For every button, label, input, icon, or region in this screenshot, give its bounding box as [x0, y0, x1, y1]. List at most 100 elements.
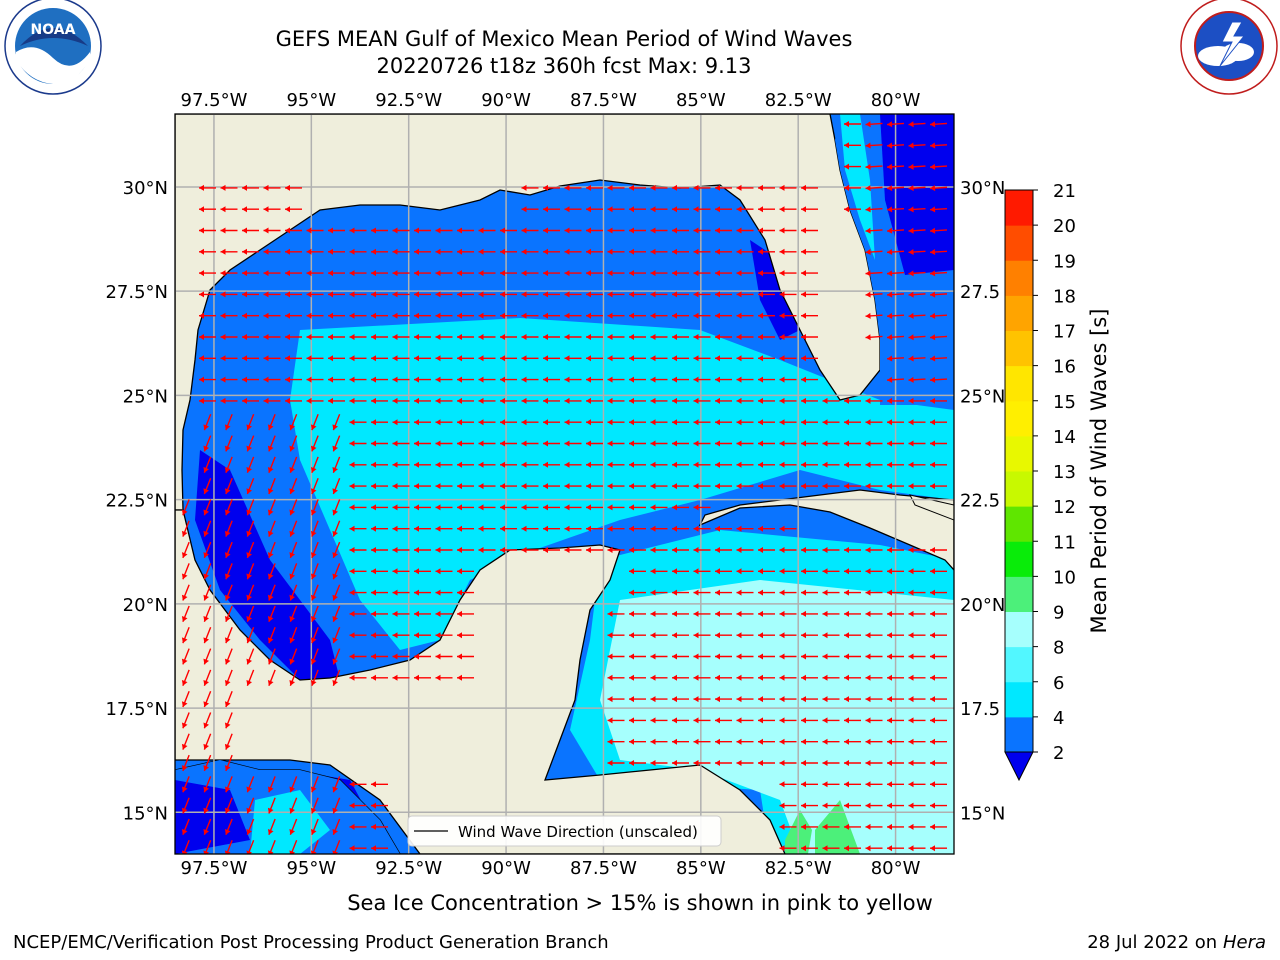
wave-direction-arrow	[844, 461, 861, 468]
wave-direction-arrow	[629, 632, 646, 639]
wave-direction-arrow	[672, 653, 689, 660]
wave-direction-arrow	[181, 648, 190, 665]
wave-direction-arrow	[887, 632, 904, 639]
wave-direction-arrow	[332, 797, 341, 814]
wave-direction-arrow	[289, 584, 298, 601]
wave-direction-arrow	[414, 632, 431, 639]
sea-ice-note: Sea Ice Concentration > 15% is shown in …	[347, 891, 933, 915]
wave-direction-arrow	[285, 355, 302, 362]
wave-direction-arrow	[672, 397, 689, 404]
wave-direction-arrow	[865, 185, 883, 192]
wave-direction-arrow	[203, 499, 212, 516]
wave-direction-arrow	[521, 483, 539, 490]
wave-direction-arrow	[801, 589, 818, 596]
colorbar-swatch	[1005, 716, 1033, 753]
wave-direction-arrow	[715, 355, 732, 362]
wave-direction-arrow	[310, 818, 319, 836]
wave-direction-arrow	[779, 440, 797, 447]
wave-direction-arrow	[414, 397, 431, 404]
land-cuba	[698, 489, 954, 571]
wave-direction-arrow	[844, 738, 861, 745]
wave-direction-arrow	[844, 568, 861, 575]
wave-direction-arrow	[478, 547, 496, 553]
wave-direction-arrow	[267, 563, 276, 580]
wave-direction-arrow	[328, 312, 345, 319]
wave-direction-arrow	[392, 419, 410, 426]
wave-direction-arrow	[224, 541, 233, 559]
wave-direction-arrow	[715, 632, 732, 639]
colorbar-swatch	[1005, 471, 1033, 507]
wave-direction-arrow	[564, 206, 582, 213]
wave-direction-arrow	[310, 776, 319, 793]
wave-direction-arrow	[457, 461, 474, 468]
lat-tick-label: 22.5	[960, 491, 1000, 512]
wave-direction-arrow	[908, 760, 926, 766]
wave-direction-arrow	[220, 291, 238, 298]
wave-direction-arrow	[758, 632, 775, 639]
colorbar-swatch	[1005, 611, 1033, 648]
wave-direction-arrow	[930, 419, 947, 426]
wave-direction-arrow	[349, 802, 367, 809]
wave-direction-arrow	[801, 397, 818, 404]
wave-direction-arrow	[629, 483, 646, 490]
wave-direction-arrow	[607, 547, 625, 553]
wave-direction-arrow	[263, 376, 281, 383]
wave-direction-arrow	[693, 632, 711, 639]
wave-direction-arrow	[887, 610, 904, 617]
wave-direction-arrow	[801, 823, 818, 830]
wave-direction-arrow	[779, 376, 797, 383]
wave-direction-arrow	[693, 738, 711, 745]
wave-direction-arrow	[332, 818, 341, 836]
wave-direction-arrow	[844, 206, 861, 213]
wave-direction-arrow	[629, 525, 646, 532]
wave-direction-arrow	[199, 312, 216, 319]
wave-direction-arrow	[930, 461, 947, 468]
wave-direction-arrow	[801, 376, 818, 383]
wave-direction-arrow	[607, 355, 625, 362]
wave-direction-arrow	[263, 355, 281, 362]
wave-direction-arrow	[758, 483, 775, 490]
wave-direction-arrow	[758, 270, 775, 277]
wave-direction-arrow	[478, 483, 496, 490]
wave-direction-arrow	[246, 520, 255, 537]
wave-direction-arrow	[199, 334, 216, 340]
wave-direction-arrow	[181, 627, 190, 644]
wave-direction-arrow	[930, 717, 947, 724]
wave-direction-arrow	[779, 248, 797, 255]
wave-direction-arrow	[242, 397, 259, 404]
wave-direction-arrow	[758, 376, 775, 383]
wave-direction-arrow	[349, 610, 367, 617]
wave-direction-arrow	[822, 547, 840, 553]
wave-direction-arrow	[693, 760, 711, 766]
wave-direction-arrow	[371, 419, 388, 426]
wave-direction-arrow	[779, 184, 797, 191]
wave-direction-arrow	[392, 397, 410, 404]
wave-direction-arrow	[758, 696, 775, 703]
wave-direction-arrow	[865, 249, 883, 256]
wave-direction-arrow	[865, 461, 883, 468]
wave-direction-arrow	[564, 291, 582, 298]
wave-direction-arrow	[822, 419, 840, 426]
wave-direction-arrow	[736, 696, 754, 703]
wave-direction-arrow	[564, 227, 582, 234]
wave-direction-arrow	[457, 632, 474, 639]
wave-direction-arrow	[801, 547, 818, 553]
wave-direction-arrow	[887, 483, 904, 490]
wave-direction-arrow	[930, 568, 947, 575]
wave-direction-arrow	[801, 419, 818, 426]
wave-direction-arrow	[908, 589, 926, 596]
wave-direction-arrow	[349, 525, 367, 532]
wave-direction-arrow	[332, 776, 341, 793]
colorbar-tick-label: 19	[1053, 251, 1076, 272]
wave-direction-arrow	[801, 440, 818, 447]
wave-direction-arrow	[758, 184, 775, 191]
wave-direction-arrow	[457, 397, 474, 404]
lat-ticks-right: 30°N 27.5 25°N 22.5 20°N 17.5 15°N	[960, 178, 1005, 824]
wave-direction-arrow	[242, 291, 259, 298]
wave-direction-arrow	[672, 483, 689, 490]
wave-direction-arrow	[246, 456, 255, 473]
wave-direction-arrow	[758, 355, 775, 362]
wave-direction-arrow	[285, 397, 302, 404]
colorbar-tick-label: 12	[1053, 497, 1076, 518]
wave-direction-arrow	[629, 397, 646, 404]
